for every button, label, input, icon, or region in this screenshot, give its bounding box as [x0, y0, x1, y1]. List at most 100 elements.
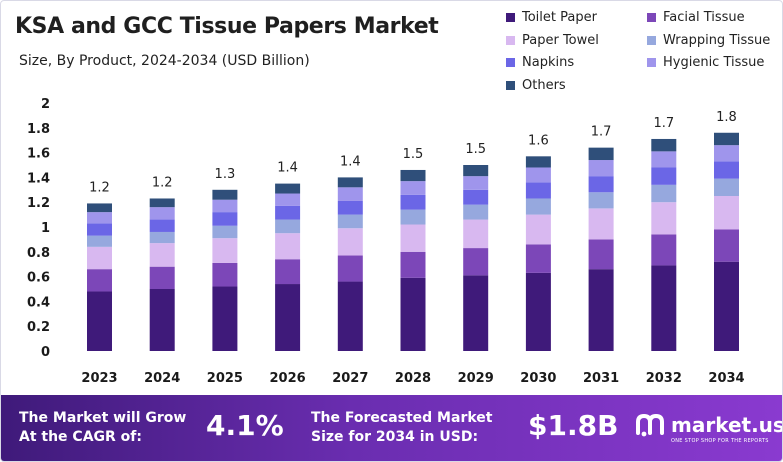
bar-segment-hygienic-tissue: [212, 199, 238, 213]
bar-total-label: 1.3: [215, 167, 236, 182]
legend-swatch: [506, 80, 515, 90]
bar-segment-hygienic-tissue: [463, 176, 489, 190]
bar-total-label: 1.8: [716, 110, 737, 125]
x-tick-label: 2023: [81, 371, 117, 386]
bar-segment-others: [275, 183, 301, 194]
x-tick-label: 2034: [708, 371, 744, 386]
bar-segment-hygienic-tissue: [588, 160, 614, 177]
bar-segment-paper-towel: [87, 246, 112, 270]
bar-total-label: 1.2: [89, 180, 110, 195]
legend-swatch: [506, 58, 515, 67]
bar-total-label: 1.4: [340, 154, 361, 169]
forecast-caption-line1: The Forecasted Market: [311, 410, 493, 426]
legend-label: Napkins: [522, 55, 575, 70]
bar-segment-facial-tissue: [149, 266, 175, 289]
y-tick-label: 0: [41, 345, 50, 360]
bar-segment-toilet-paper: [463, 275, 489, 351]
bar-segment-paper-towel: [463, 219, 489, 249]
legend-label: Hygienic Tissue: [663, 55, 765, 70]
bar-segment-facial-tissue: [87, 269, 112, 292]
y-tick-label: 1: [41, 221, 50, 236]
bar-total-label: 1.4: [277, 161, 298, 176]
bar-total-label: 1.5: [403, 147, 424, 162]
cagr-caption-line2: At the CAGR of:: [19, 429, 142, 445]
bar-segment-wrapping-tissue: [714, 178, 739, 196]
bar-segment-others: [714, 132, 739, 146]
chart-subtitle: Size, By Product, 2024-2034 (USD Billion…: [19, 53, 310, 69]
bar-total-label: 1.7: [653, 116, 674, 131]
y-tick-label: 2: [41, 97, 50, 112]
bar-segment-wrapping-tissue: [463, 204, 489, 220]
chart-legend: Toilet Paper Facial Tissue Paper Towel Wrap…: [506, 10, 782, 100]
bar-segment-hygienic-tissue: [275, 193, 301, 206]
bar-segment-others: [651, 138, 677, 152]
y-tick-label: 0.2: [27, 320, 50, 335]
bar-segment-others: [87, 203, 112, 213]
bar-segment-facial-tissue: [463, 248, 489, 276]
bar-segment-hygienic-tissue: [400, 181, 426, 195]
x-tick-label: 2024: [144, 371, 180, 386]
bar-segment-others: [337, 177, 363, 188]
bar-segment-wrapping-tissue: [87, 235, 112, 247]
bar-segment-facial-tissue: [588, 239, 614, 270]
bar-segment-toilet-paper: [149, 289, 175, 351]
cagr-caption-line1: The Market will Grow: [19, 410, 187, 426]
bar-segment-napkins: [463, 189, 489, 205]
bar-segment-paper-towel: [149, 243, 175, 267]
bar-segment-others: [588, 147, 614, 161]
y-tick-label: 1.4: [27, 171, 50, 186]
bar-total-label: 1.6: [528, 133, 549, 148]
bar-segment-wrapping-tissue: [212, 225, 238, 239]
bar-segment-facial-tissue: [714, 229, 739, 262]
brand-tagline: ONE STOP SHOP FOR THE REPORTS: [671, 438, 769, 444]
cagr-value: 4.1%: [206, 409, 284, 442]
bar-segment-hygienic-tissue: [525, 167, 551, 183]
y-tick-label: 0.8: [27, 246, 50, 261]
x-tick-label: 2032: [646, 371, 682, 386]
x-tick-label: 2028: [395, 371, 431, 386]
bar-segment-hygienic-tissue: [651, 151, 677, 168]
bar-segment-hygienic-tissue: [149, 207, 175, 220]
stacked-bar-chart: 0 0.2 0.4 0.6 0.8 1 1.2 1.4 1.6 1.8 2 1.2 2023 1.2 202…: [27, 97, 745, 386]
legend-label: Toilet Paper: [522, 10, 597, 25]
y-tick-label: 0.6: [27, 271, 50, 286]
bar-segment-toilet-paper: [87, 291, 112, 351]
bar-total-label: 1.7: [591, 125, 612, 140]
bar-segment-napkins: [212, 212, 238, 226]
legend-swatch: [647, 13, 656, 22]
y-tick-label: 1.6: [27, 147, 50, 162]
bar-segment-napkins: [525, 182, 551, 199]
bar-segment-wrapping-tissue: [400, 209, 426, 225]
summary-banner: The Market will Grow At the CAGR of: 4.1…: [1, 395, 782, 461]
bar-segment-wrapping-tissue: [149, 231, 175, 244]
bar-segment-paper-towel: [714, 196, 739, 230]
y-tick-label: 1.2: [27, 196, 50, 211]
bar-segment-facial-tissue: [275, 259, 301, 285]
bar-segment-paper-towel: [588, 208, 614, 240]
bar-segment-others: [212, 189, 238, 200]
bar-segment-napkins: [337, 200, 363, 215]
x-tick-label: 2030: [520, 371, 556, 386]
bar-segment-paper-towel: [400, 224, 426, 252]
legend-item-facial-tissue: Facial Tissue: [647, 10, 745, 25]
legend-item-hygienic-tissue: Hygienic Tissue: [647, 55, 764, 70]
legend-item-wrapping-tissue: Wrapping Tissue: [647, 33, 770, 48]
y-tick-label: 1.8: [27, 122, 50, 137]
bar-total-label: 1.5: [465, 142, 486, 157]
bar-segment-others: [525, 156, 551, 168]
bar-segment-napkins: [714, 161, 739, 179]
bar-segment-facial-tissue: [212, 262, 238, 287]
bar-segment-wrapping-tissue: [588, 192, 614, 209]
legend-label: Paper Towel: [522, 32, 599, 48]
bar-segment-napkins: [87, 223, 112, 236]
bar-segment-toilet-paper: [400, 277, 426, 351]
legend-item-toilet-paper: Toilet Paper: [506, 10, 597, 25]
bar-segment-toilet-paper: [525, 272, 551, 351]
legend-label: Others: [522, 77, 566, 93]
x-tick-label: 2031: [583, 371, 619, 386]
bar-segment-facial-tissue: [525, 244, 551, 273]
bar-segment-toilet-paper: [275, 284, 301, 351]
legend-item-others: Others: [506, 78, 566, 93]
bar-segment-others: [149, 198, 175, 208]
